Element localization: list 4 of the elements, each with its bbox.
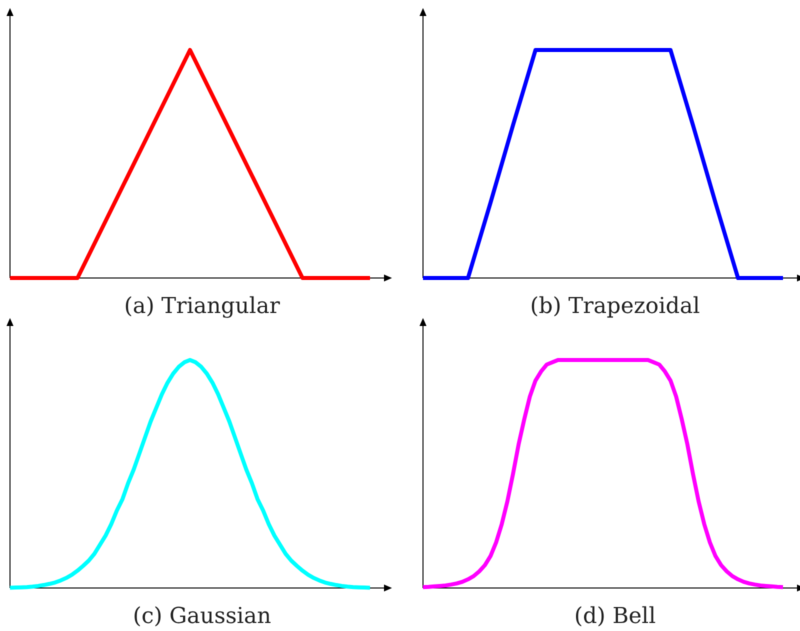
text: (c) Gaussian (132, 604, 272, 629)
text: (d) Bell (574, 604, 656, 629)
text: (b) Trapezoidal (530, 294, 700, 319)
text: (a) Triangular (124, 294, 280, 319)
